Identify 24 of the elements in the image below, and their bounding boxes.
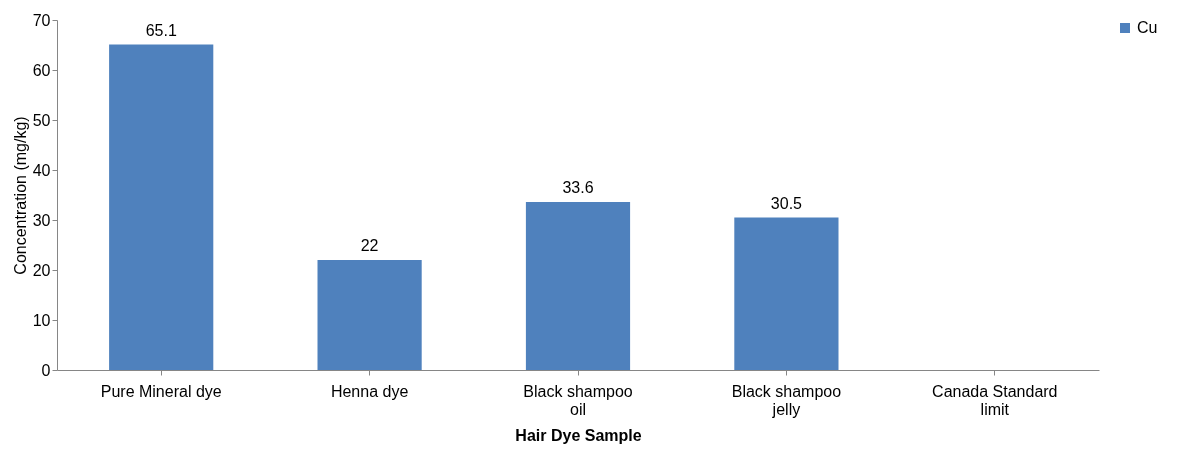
bar [734,217,839,370]
bar [109,44,214,370]
data-label: 33.6 [562,179,594,196]
x-axis-title: Hair Dye Sample [515,426,642,444]
bar [317,260,422,370]
y-tick-label: 70 [32,11,51,29]
y-tick-label: 30 [32,211,51,229]
data-label: 30.5 [770,194,803,212]
y-tick-label: 60 [32,61,51,79]
y-tick-label: 50 [32,111,51,129]
y-axis-title: Concentration (mg/kg) [11,116,29,275]
y-tick-label: 40 [32,161,51,179]
x-tick-label: Henna dye [330,382,409,400]
y-tick-label: 20 [32,261,51,279]
data-label: 22 [360,237,379,254]
bar [525,202,631,370]
data-label: 65.1 [145,21,177,39]
x-tick-label: Black shampoo oil [523,382,633,418]
legend-label: Cu [1137,19,1158,36]
x-tick-label: Canada Standard limit [932,382,1058,418]
x-tick-label: Black shampoo jelly [731,382,842,418]
y-tick-label: 0 [41,361,51,379]
x-tick-label: Pure Mineral dye [100,382,222,400]
y-tick-label: 10 [32,311,51,329]
